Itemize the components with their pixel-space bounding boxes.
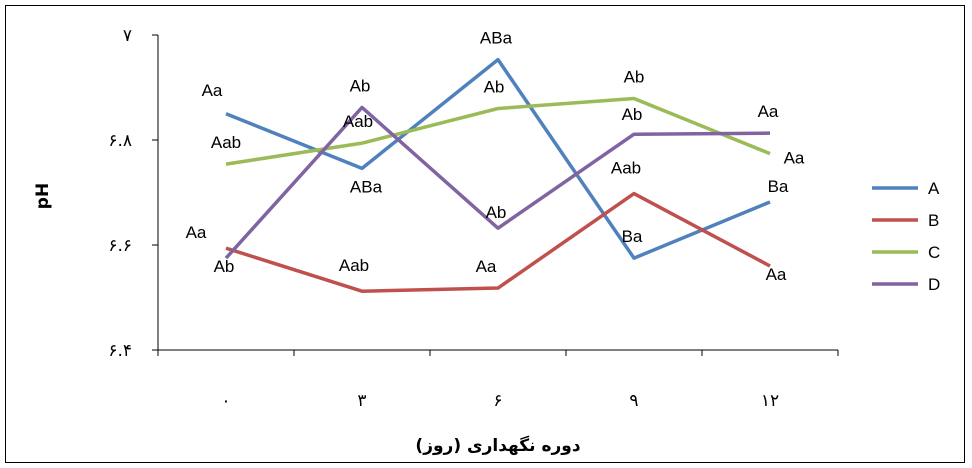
data-label-D: Ab — [486, 203, 507, 222]
x-tick-label: ۳ — [357, 391, 366, 411]
x-tick-label: ۱۲ — [761, 391, 779, 411]
data-label-C: Aab — [211, 133, 241, 152]
x-axis-title: دوره نگهداری (روز) — [415, 435, 580, 456]
data-label-C: Ab — [624, 68, 645, 87]
legend-label-C: C — [928, 243, 940, 262]
x-tick-label: ۹ — [629, 391, 638, 411]
data-label-B: Aa — [476, 257, 497, 276]
legend-label-D: D — [928, 275, 940, 294]
y-tick-label: ۶.۸ — [108, 131, 132, 151]
data-label-A: Aa — [202, 81, 223, 100]
data-label-C: Aab — [343, 112, 373, 131]
data-label-A: ABa — [480, 29, 513, 48]
y-tick-label: ۶.۶ — [108, 236, 132, 256]
legend-label-B: B — [928, 211, 939, 230]
y-axis-title: pH — [33, 183, 53, 209]
data-label-C: Aa — [784, 149, 805, 168]
data-label-D: Ab — [622, 105, 643, 124]
chart-frame — [5, 5, 965, 463]
data-label-C: Ab — [484, 78, 505, 97]
x-tick-label: ۶ — [493, 391, 502, 411]
data-label-D: Aa — [758, 102, 779, 121]
data-label-D: Ab — [350, 76, 371, 95]
series-line-B — [225, 191, 771, 293]
data-label-A: Ba — [768, 177, 789, 196]
data-label-A: Ba — [622, 227, 643, 246]
data-label-B: Aa — [186, 223, 207, 242]
series-line-C — [225, 96, 771, 166]
y-tick-label: ۶.۴ — [108, 341, 132, 361]
data-label-B: Aa — [766, 265, 787, 284]
y-tick-label: ۷ — [123, 26, 132, 46]
series-line-D — [224, 105, 771, 260]
data-label-A: ABa — [350, 177, 383, 196]
x-tick-label: ۰ — [221, 391, 230, 411]
data-label-B: Aab — [611, 159, 641, 178]
data-label-B: Aab — [339, 256, 369, 275]
legend-label-A: A — [928, 179, 940, 198]
data-label-D: Ab — [214, 257, 235, 276]
